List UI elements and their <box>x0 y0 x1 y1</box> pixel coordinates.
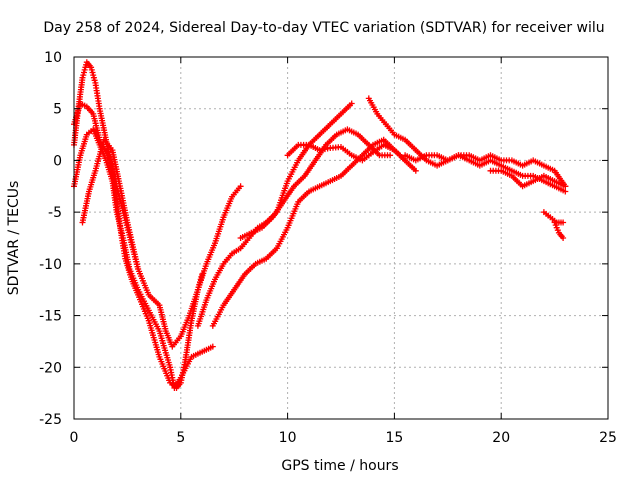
y-tick-label: -15 <box>39 309 62 325</box>
y-tick-label: 10 <box>44 50 62 66</box>
series-markers <box>79 136 142 272</box>
series-track-11 <box>487 167 569 190</box>
x-tick-label: 5 <box>176 430 185 446</box>
x-tick-label: 10 <box>279 430 297 446</box>
series-markers <box>71 126 216 391</box>
data-series <box>71 59 569 391</box>
series-track-4 <box>79 136 142 272</box>
series-markers <box>487 167 569 190</box>
series-track-3 <box>71 126 216 391</box>
series-track-6 <box>237 126 394 241</box>
y-tick-label: -25 <box>39 412 62 428</box>
grid <box>74 57 608 419</box>
series-track-8 <box>284 141 419 174</box>
series-markers <box>209 136 409 329</box>
x-tick-label: 15 <box>385 430 403 446</box>
series-markers <box>402 152 569 190</box>
x-tick-label: 20 <box>492 430 510 446</box>
series-markers <box>551 219 567 241</box>
series-track-10 <box>402 152 569 190</box>
plot-frame <box>73 56 609 420</box>
series-markers <box>284 141 419 174</box>
y-tick-label: -10 <box>39 257 62 273</box>
y-tick-label: -20 <box>39 360 62 376</box>
y-tick-label: 5 <box>53 102 62 118</box>
x-tick-label: 0 <box>70 430 79 446</box>
series-markers <box>237 126 394 241</box>
y-tick-label: 0 <box>53 153 62 169</box>
chart-title: Day 258 of 2024, Sidereal Day-to-day VTE… <box>43 20 604 36</box>
series-track-13 <box>551 219 567 241</box>
x-axis-label: GPS time / hours <box>281 458 398 474</box>
y-axis-label: SDTVAR / TECUs <box>6 181 22 296</box>
axis-ticks: 0 5 10 15 20 25 10 5 0 -5 -10 -15 -20 -25 <box>39 50 617 446</box>
y-tick-label: -5 <box>48 205 62 221</box>
series-track-7 <box>209 136 409 329</box>
x-tick-label: 25 <box>599 430 617 446</box>
